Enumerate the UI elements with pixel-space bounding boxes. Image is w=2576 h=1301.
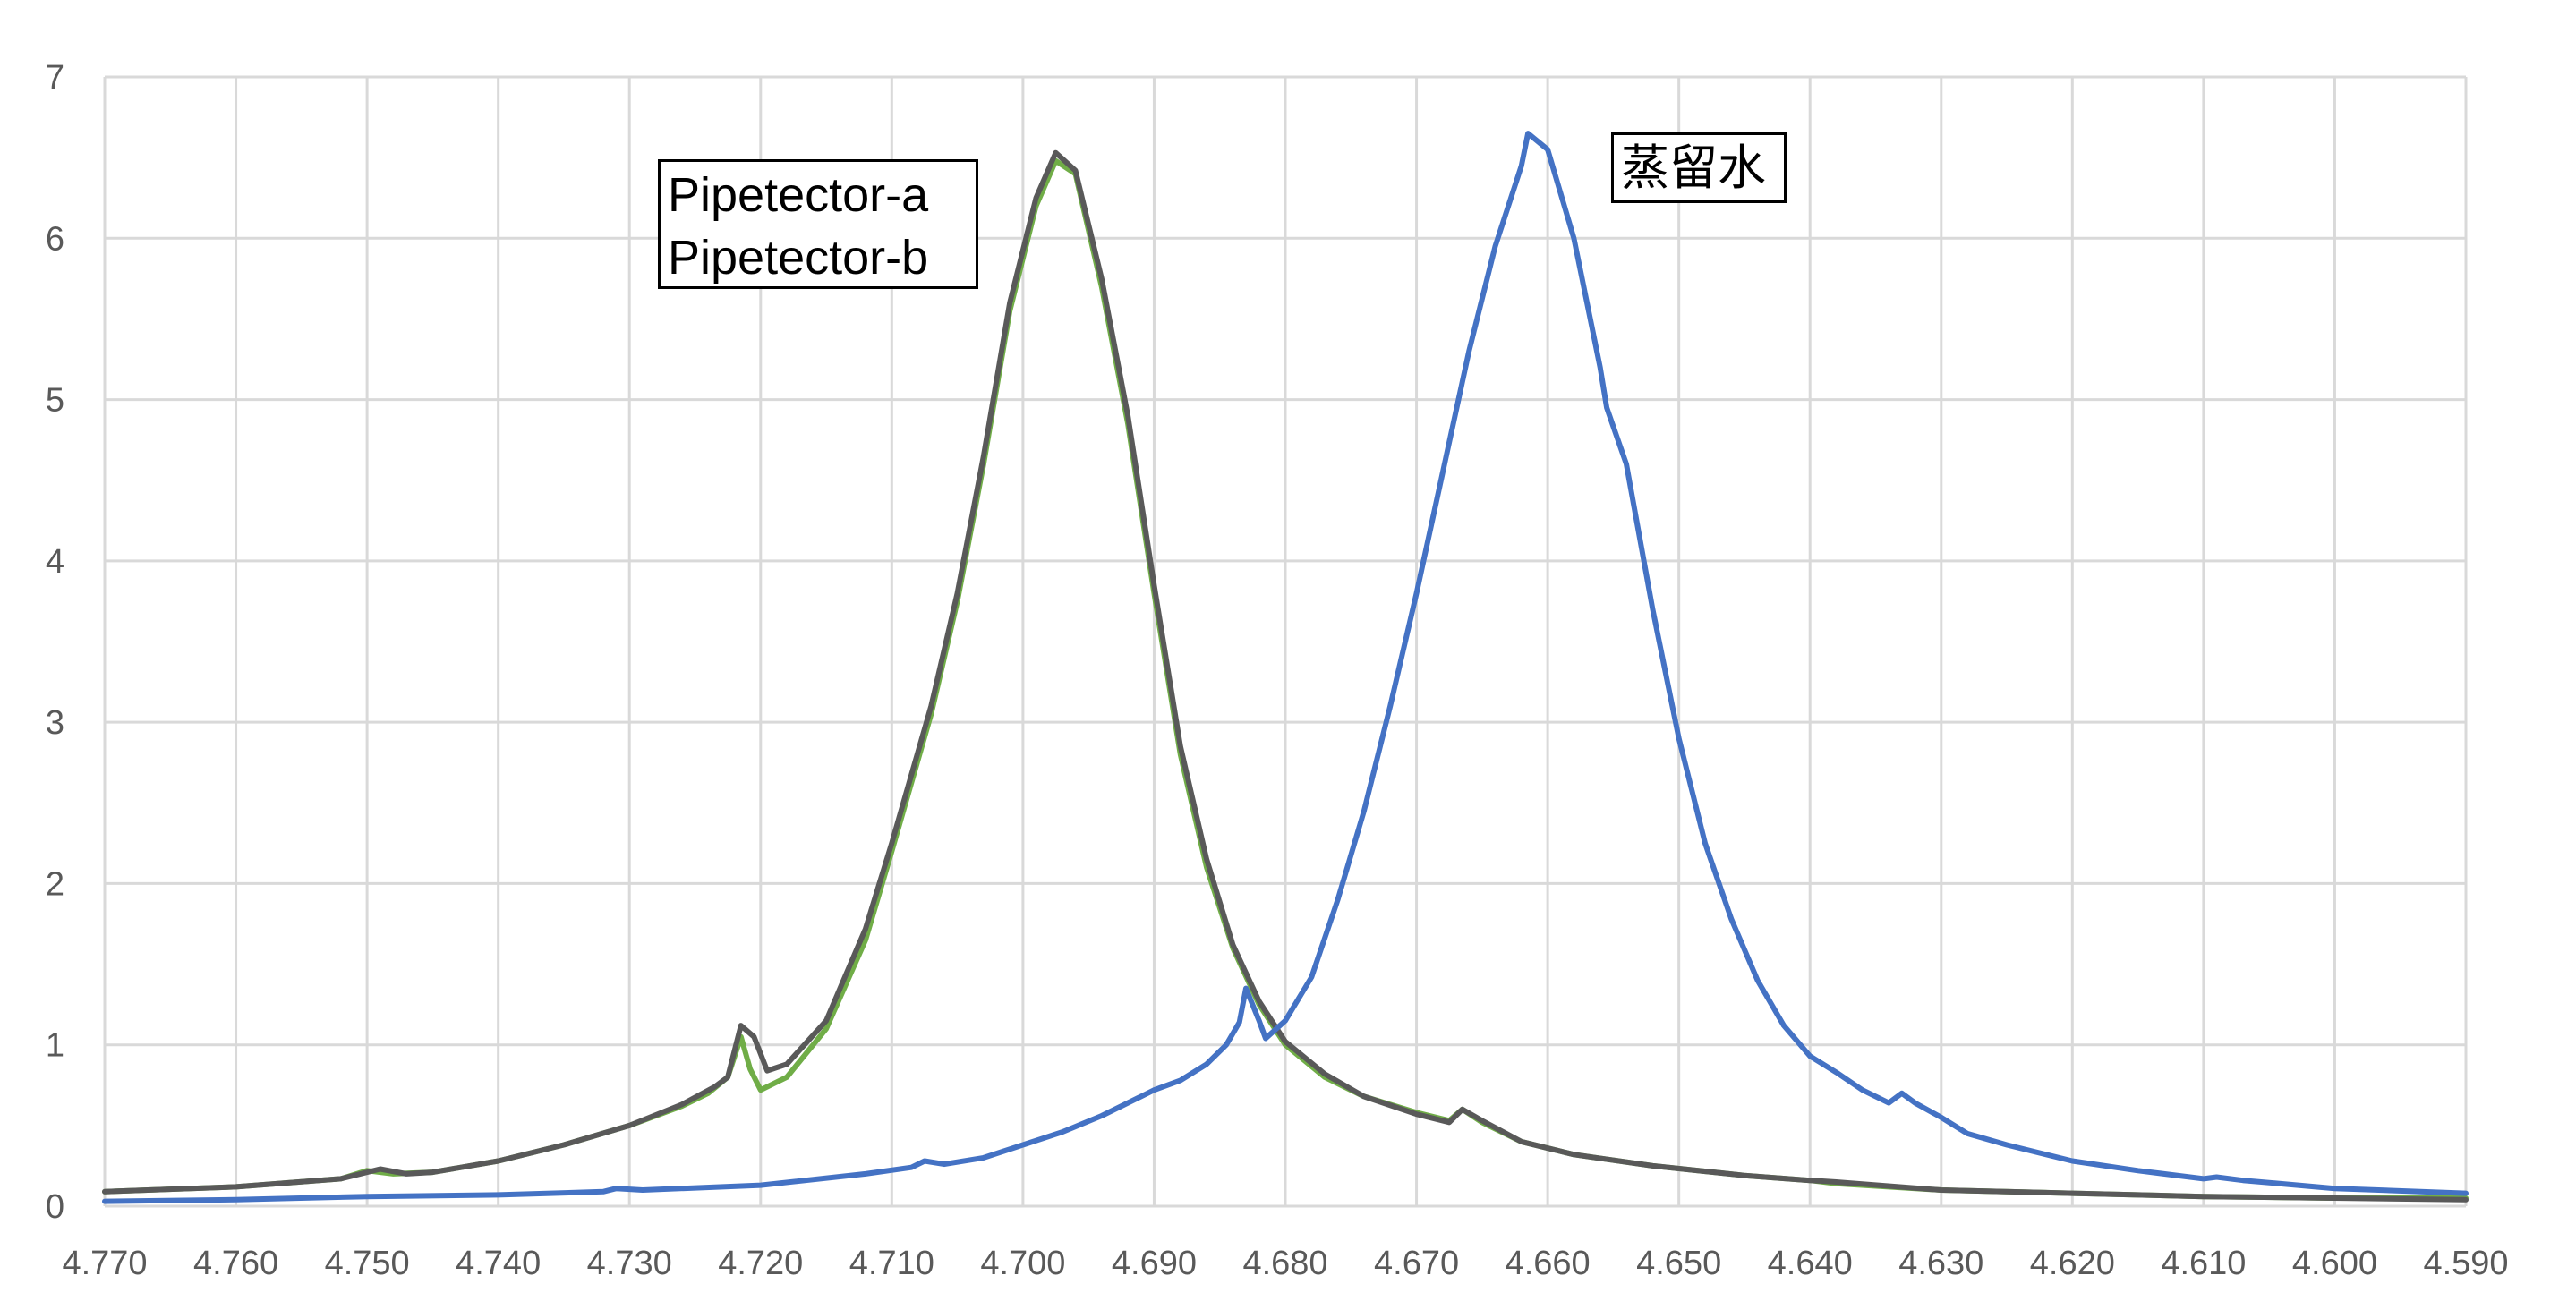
x-tick-label: 4.620 (2030, 1245, 2115, 1282)
series-line-distilled-water (102, 131, 2469, 1204)
x-tick-label: 4.600 (2292, 1245, 2377, 1282)
x-tick-label: 4.740 (456, 1245, 541, 1282)
series-group (102, 131, 2469, 1204)
x-tick-label: 4.680 (1242, 1245, 1327, 1282)
x-tick-label: 4.750 (325, 1245, 410, 1282)
legend-label-pipetector-a: Pipetector-a (668, 168, 929, 222)
y-tick-label: 4 (46, 543, 64, 581)
y-tick-label: 2 (46, 865, 64, 903)
legend-label-pipetector-b: Pipetector-b (668, 231, 929, 285)
x-tick-label: 4.660 (1506, 1245, 1591, 1282)
x-axis-tick-labels: 4.770 4.760 4.750 4.740 4.730 4.720 4.710 4.700… (62, 1245, 2508, 1282)
x-tick-label: 4.700 (980, 1245, 1065, 1282)
y-tick-label: 0 (46, 1188, 64, 1226)
y-tick-label: 3 (46, 704, 64, 742)
y-tick-label: 5 (46, 382, 64, 420)
x-tick-label: 4.640 (1768, 1245, 1853, 1282)
x-tick-label: 4.590 (2423, 1245, 2508, 1282)
legend-distilled-water: 蒸留水 (1611, 132, 1787, 203)
y-tick-label: 7 (46, 59, 64, 97)
legend-pipetector: Pipetector-a Pipetector-b (658, 159, 978, 289)
x-tick-label: 4.690 (1112, 1245, 1197, 1282)
x-tick-label: 4.670 (1374, 1245, 1459, 1282)
y-axis-tick-labels: 0 1 2 3 4 5 6 7 (46, 59, 64, 1226)
x-tick-label: 4.710 (849, 1245, 934, 1282)
y-tick-label: 1 (46, 1027, 64, 1065)
x-tick-label: 4.770 (62, 1245, 147, 1282)
x-tick-label: 4.730 (587, 1245, 672, 1282)
x-tick-label: 4.610 (2161, 1245, 2246, 1282)
x-tick-label: 4.650 (1636, 1245, 1721, 1282)
y-tick-label: 6 (46, 220, 64, 258)
x-tick-label: 4.630 (1898, 1245, 1983, 1282)
legend-label-distilled-water: 蒸留水 (1621, 140, 1766, 196)
series-line-pipetector-b (102, 149, 2469, 1203)
x-tick-label: 4.720 (718, 1245, 803, 1282)
x-tick-label: 4.760 (193, 1245, 278, 1282)
